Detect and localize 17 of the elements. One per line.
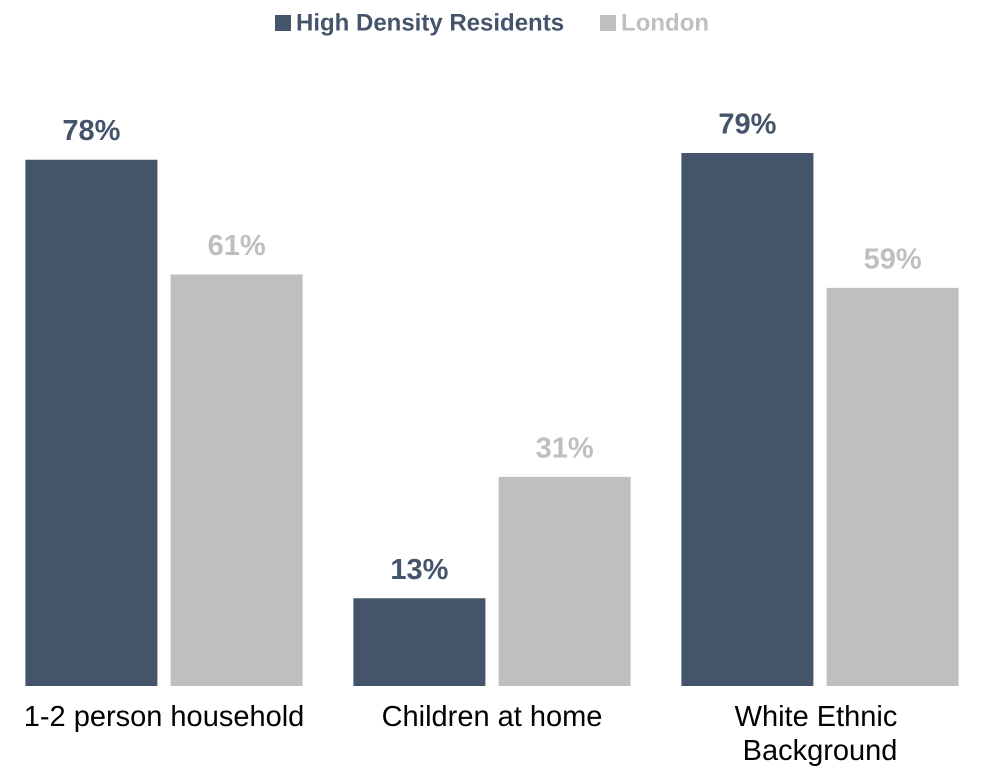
data-label: 61%: [208, 230, 266, 262]
legend-label: High Density Residents: [296, 10, 564, 36]
bar: [826, 288, 959, 686]
bar: [170, 274, 303, 686]
x-tick-label: 1-2 person household: [24, 701, 304, 733]
legend-label: London: [621, 10, 710, 36]
bar: [25, 160, 158, 686]
data-label: 59%: [864, 243, 922, 276]
bar: [681, 153, 814, 686]
data-label: 79%: [718, 108, 777, 140]
bar: [498, 476, 631, 686]
bar: [353, 598, 486, 686]
x-tick-label: Children at home: [382, 701, 602, 733]
data-label: 13%: [390, 554, 449, 586]
data-label: 31%: [536, 432, 594, 464]
data-label: 78%: [62, 115, 121, 148]
x-tick-label: White Ethnic Background: [734, 701, 906, 767]
